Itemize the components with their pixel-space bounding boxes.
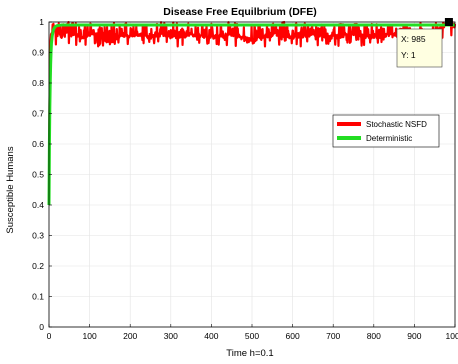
y-tick-label: 0.1 [32,292,44,302]
y-tick-label: 0.7 [32,109,44,119]
y-tick-label: 0.4 [32,200,44,210]
y-tick-label: 0.9 [32,48,44,58]
y-tick-label: 1 [39,17,44,27]
legend[interactable]: Stochastic NSFD Deterministic [332,114,440,148]
x-tick-label: 500 [245,331,259,341]
x-tick-label: 400 [204,331,218,341]
y-tick-labels: 0 0.1 0.2 0.3 0.4 0.5 0.6 0.7 0.8 0.9 1 [32,17,44,332]
x-tick-label: 200 [123,331,137,341]
x-tick-label: 0 [47,331,52,341]
stochastic-line [47,20,457,206]
legend-label-deterministic: Deterministic [366,134,412,143]
data-tip-marker[interactable] [444,18,453,26]
chart-title: Disease Free Equilbrium (DFE) [163,6,316,18]
x-tick-label: 600 [286,331,300,341]
x-tick-label: 100 [83,331,97,341]
x-tick-label: 900 [407,331,421,341]
deterministic-series [47,23,455,206]
x-axis-label: Time h=0.1 [226,348,273,359]
tick-marks [48,21,456,328]
y-tick-label: 0.3 [32,231,44,241]
x-tick-label: 700 [326,331,340,341]
y-tick-label: 0.6 [32,139,44,149]
legend-label-stochastic: Stochastic NSFD [366,120,427,129]
data-tip-box [396,28,443,68]
stochastic-series [47,20,457,206]
legend-box [332,114,440,148]
data-tip-y: Y: 1 [401,50,416,60]
data-tip-x: X: 985 [401,34,426,44]
x-tick-label: 800 [367,331,381,341]
x-tick-label: 300 [164,331,178,341]
deterministic-line [47,23,455,206]
data-tip[interactable]: X: 985 Y: 1 [396,18,453,68]
y-tick-label: 0.2 [32,261,44,271]
y-axis-label: Susceptible Humans [5,146,16,233]
y-tick-label: 0.5 [32,170,44,180]
y-tick-label: 0 [39,322,44,332]
y-tick-label: 0.8 [32,78,44,88]
